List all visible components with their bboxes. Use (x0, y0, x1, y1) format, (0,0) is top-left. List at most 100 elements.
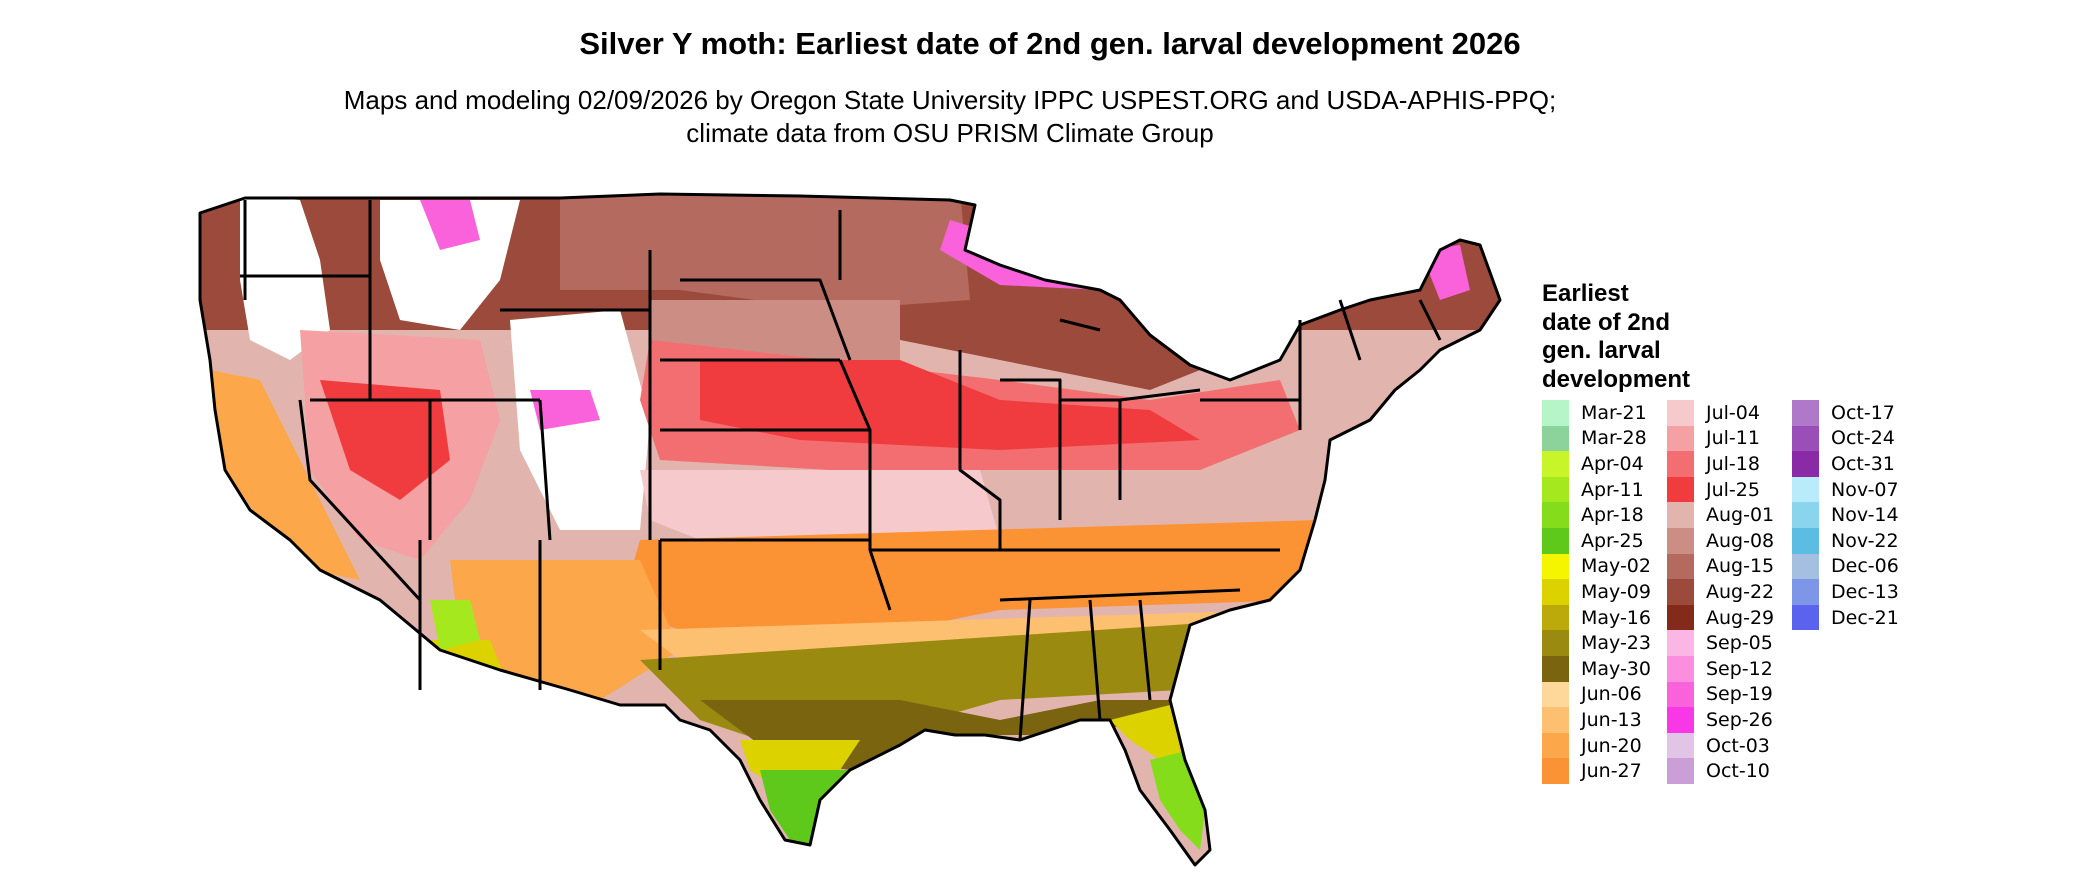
legend-label: May-02 (1581, 555, 1651, 578)
legend-label: Sep-19 (1706, 683, 1773, 706)
legend-swatch (1792, 553, 1819, 580)
legend-swatch (1542, 655, 1569, 682)
legend-item: May-16 (1542, 604, 1651, 631)
legend-swatch (1667, 527, 1694, 554)
legend-swatch (1792, 502, 1819, 528)
legend-swatch (1667, 707, 1694, 733)
legend-item: Jun-06 (1542, 681, 1651, 708)
legend-swatch (1542, 707, 1569, 733)
legend-label: Nov-14 (1831, 504, 1899, 527)
legend-column-3: Oct-17 Oct-24 Oct-31 Nov-07 Nov-14 Nov-22 Dec-… (1792, 400, 1899, 631)
legend-label: Apr-25 (1581, 529, 1644, 552)
legend-label: Oct-31 (1831, 452, 1895, 475)
map-title: Silver Y moth: Earliest date of 2nd gen.… (579, 26, 1521, 61)
legend-item: Sep-26 (1667, 707, 1774, 733)
legend-item: Nov-14 (1792, 502, 1899, 528)
legend-label: Oct-24 (1831, 427, 1895, 450)
legend-label: Aug-22 (1706, 580, 1775, 603)
legend-item: Apr-25 (1542, 527, 1651, 554)
legend-item: Dec-21 (1792, 604, 1899, 631)
legend-swatch (1542, 758, 1569, 784)
legend-item: Mar-21 (1542, 400, 1651, 426)
legend-label: Jul-11 (1706, 427, 1760, 450)
legend-label: Sep-05 (1706, 632, 1773, 655)
legend-label: Jul-18 (1706, 452, 1760, 475)
legend-label: Aug-15 (1706, 555, 1775, 578)
legend-item: Aug-29 (1667, 604, 1775, 631)
legend-swatch (1667, 758, 1694, 784)
legend-item: Apr-18 (1542, 502, 1651, 528)
legend-item: Oct-17 (1792, 400, 1899, 426)
legend-column-1: Mar-21 Mar-28 Apr-04 Apr-11 Apr-18 Apr-25 May-… (1542, 400, 1651, 784)
legend-swatch (1542, 476, 1569, 503)
legend-item: Sep-12 (1667, 655, 1774, 682)
legend-item: May-02 (1542, 553, 1651, 580)
legend-swatch (1542, 604, 1569, 631)
legend-label: Oct-10 (1706, 760, 1770, 783)
legend-label: Jun-20 (1581, 734, 1642, 757)
legend-swatch (1667, 451, 1694, 477)
legend-item: Jul-04 (1667, 400, 1774, 426)
legend-item: Mar-28 (1542, 425, 1651, 452)
legend-item: Aug-01 (1667, 502, 1774, 528)
legend-item: Oct-24 (1792, 425, 1899, 452)
legend-label: Jun-27 (1581, 760, 1642, 783)
legend-item: Nov-07 (1792, 476, 1899, 503)
legend-swatch (1542, 425, 1569, 452)
legend-item: Dec-13 (1792, 579, 1899, 605)
legend-label: Jul-25 (1706, 478, 1760, 501)
legend-item: Oct-03 (1667, 732, 1774, 759)
legend-swatch (1667, 553, 1694, 580)
legend-item: Jun-13 (1542, 707, 1651, 733)
legend-item: Jun-20 (1542, 732, 1651, 759)
legend-swatch (1542, 553, 1569, 580)
legend-label: Jun-06 (1581, 683, 1642, 706)
legend-item: Jul-25 (1667, 476, 1774, 503)
legend-swatch (1542, 502, 1569, 528)
legend-item: Sep-05 (1667, 630, 1774, 656)
legend-label: Aug-08 (1706, 529, 1775, 552)
state-borders (198, 192, 1502, 867)
legend-swatch (1792, 425, 1819, 452)
legend-item: Dec-06 (1792, 553, 1899, 580)
map-subtitle: Maps and modeling 02/09/2026 by Oregon S… (343, 85, 1557, 148)
legend-label: Oct-03 (1706, 734, 1770, 757)
legend-label: Mar-21 (1581, 401, 1647, 424)
legend-label: Apr-18 (1581, 504, 1644, 527)
legend-swatch (1542, 630, 1569, 656)
legend-swatch (1792, 527, 1819, 554)
legend-swatch (1542, 400, 1569, 426)
legend-label: Aug-29 (1706, 606, 1775, 629)
legend-item: Sep-19 (1667, 681, 1774, 708)
legend-swatch (1792, 579, 1819, 605)
legend-label: Sep-26 (1706, 708, 1773, 731)
legend-swatch (1542, 527, 1569, 554)
legend-label: May-30 (1581, 657, 1651, 680)
legend-label: Sep-12 (1706, 657, 1773, 680)
legend-swatch (1667, 732, 1694, 759)
legend-swatch (1667, 630, 1694, 656)
temperature-zones (200, 194, 1500, 865)
legend-column-2: Jul-04 Jul-11 Jul-18 Jul-25 Aug-01 Aug-08 Aug-… (1667, 400, 1774, 784)
legend-item: Apr-11 (1542, 476, 1651, 503)
legend-label: Oct-17 (1831, 401, 1895, 424)
legend-title: Earliest date of 2nd gen. larval develop… (1542, 280, 1691, 393)
legend-swatch (1542, 732, 1569, 759)
legend-swatch (1667, 502, 1694, 528)
legend-swatch (1667, 476, 1694, 503)
legend-label: Dec-13 (1831, 580, 1899, 603)
legend-label: May-23 (1581, 632, 1651, 655)
legend-item: May-30 (1542, 655, 1651, 682)
legend-swatch (1542, 579, 1569, 605)
legend-swatch (1792, 451, 1819, 477)
legend-swatch (1792, 476, 1819, 503)
legend-item: Aug-15 (1667, 553, 1775, 580)
legend: Earliest date of 2nd gen. larval develop… (1542, 280, 1899, 784)
legend-item: Jul-11 (1667, 425, 1774, 452)
legend-label: May-09 (1581, 580, 1651, 603)
legend-label: Nov-07 (1831, 478, 1899, 501)
legend-swatch (1667, 655, 1694, 682)
legend-swatch (1667, 604, 1694, 631)
legend-item: Jun-27 (1542, 758, 1651, 784)
